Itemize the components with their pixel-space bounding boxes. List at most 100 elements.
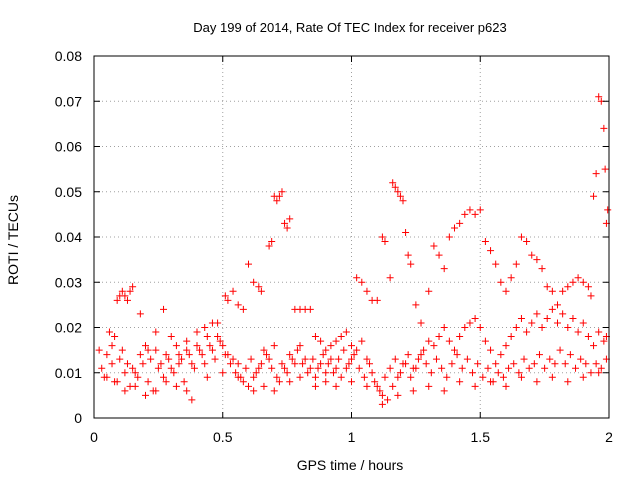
data-point: [474, 360, 482, 368]
data-point: [543, 283, 551, 291]
data-point: [105, 328, 113, 336]
data-point: [196, 346, 204, 354]
data-point: [456, 219, 464, 227]
data-point: [466, 206, 474, 214]
data-point: [574, 274, 582, 282]
data-point: [136, 351, 144, 359]
data-point: [582, 360, 590, 368]
y-tick-label: 0.04: [55, 229, 82, 245]
data-point: [579, 278, 587, 286]
data-point: [386, 364, 394, 372]
data-point: [487, 247, 495, 255]
data-point: [332, 364, 340, 372]
data-point: [193, 342, 201, 350]
data-point: [494, 369, 502, 377]
data-point: [391, 355, 399, 363]
data-point: [175, 360, 183, 368]
data-point: [185, 351, 193, 359]
data-point: [512, 260, 520, 268]
data-point: [360, 373, 368, 381]
data-point: [528, 251, 536, 259]
data-point: [572, 364, 580, 372]
data-point: [546, 355, 554, 363]
data-point: [523, 238, 531, 246]
data-point: [417, 319, 425, 327]
data-point: [327, 342, 335, 350]
data-point: [95, 346, 103, 354]
data-point: [481, 337, 489, 345]
data-point: [420, 346, 428, 354]
data-point: [443, 373, 451, 381]
data-point: [538, 324, 546, 331]
data-point: [533, 310, 541, 318]
data-point: [528, 319, 536, 327]
data-point: [142, 391, 149, 399]
data-point: [234, 301, 242, 309]
data-point: [533, 256, 541, 264]
data-point: [497, 351, 505, 359]
data-point: [319, 351, 327, 359]
data-point: [219, 342, 227, 350]
data-point: [275, 378, 283, 386]
data-point: [172, 382, 180, 390]
data-point: [322, 346, 330, 354]
data-point: [427, 369, 435, 377]
data-point: [278, 188, 286, 196]
data-point: [193, 328, 201, 336]
data-point: [595, 328, 603, 336]
data-point: [373, 296, 381, 304]
data-point: [579, 373, 587, 381]
data-point: [440, 387, 448, 395]
data-point: [306, 305, 314, 313]
data-point: [543, 314, 551, 322]
data-point: [203, 333, 211, 341]
data-point: [165, 355, 173, 363]
data-point: [363, 287, 371, 295]
y-tick-label: 0.08: [55, 48, 82, 64]
data-point: [456, 333, 464, 341]
data-point: [399, 197, 407, 205]
data-point: [270, 387, 278, 395]
data-point: [121, 369, 129, 377]
data-point: [286, 351, 294, 359]
data-point: [255, 283, 263, 291]
data-point: [252, 369, 260, 377]
data-point: [131, 369, 139, 377]
data-point: [160, 305, 168, 313]
data-point: [216, 337, 224, 345]
data-point: [391, 183, 399, 191]
data-point: [250, 387, 258, 395]
data-point: [378, 391, 386, 399]
data-point: [113, 296, 121, 304]
data-point: [510, 360, 518, 368]
data-point: [332, 337, 340, 345]
data-point: [172, 342, 180, 350]
data-point: [208, 346, 216, 354]
data-point: [139, 360, 147, 368]
data-point: [299, 360, 307, 368]
data-point: [136, 310, 144, 318]
data-point: [229, 355, 237, 363]
data-point: [322, 369, 330, 377]
data-point: [131, 382, 139, 390]
data-point: [306, 364, 314, 372]
data-point: [389, 179, 397, 187]
data-point: [469, 369, 477, 377]
data-point: [577, 355, 585, 363]
data-point: [404, 351, 412, 359]
data-point: [201, 324, 209, 331]
data-point: [111, 333, 119, 341]
data-point: [551, 360, 559, 368]
data-point: [497, 278, 505, 286]
data-point: [123, 360, 131, 368]
data-point: [569, 278, 577, 286]
data-point: [520, 355, 528, 363]
data-point: [226, 360, 234, 368]
data-point: [350, 351, 358, 359]
data-point: [160, 373, 168, 381]
data-point: [281, 364, 289, 372]
axis-ticks: [93, 55, 610, 419]
data-point: [167, 333, 175, 341]
data-point: [98, 364, 106, 372]
data-point: [471, 210, 479, 218]
